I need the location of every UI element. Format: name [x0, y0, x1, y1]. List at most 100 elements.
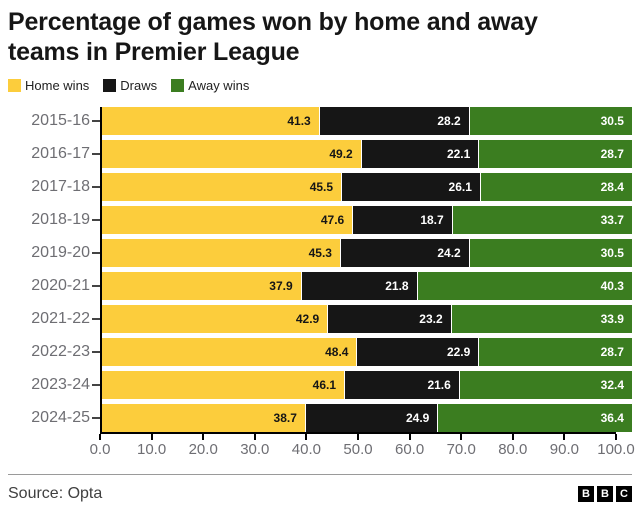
legend-label-draws: Draws	[120, 78, 158, 93]
x-axis-label: 20.0	[188, 441, 218, 458]
x-axis-label: 30.0	[240, 441, 270, 458]
legend-item-home-wins: Home wins	[8, 78, 89, 93]
x-axis-label: 40.0	[291, 441, 321, 458]
bar-segment-away-wins: 28.7	[479, 338, 632, 366]
x-axis-label: 90.0	[549, 441, 579, 458]
y-axis-label: 2019-20	[31, 244, 90, 261]
bar-segment-away-wins: 40.3	[417, 272, 632, 300]
y-axis-label: 2018-19	[31, 211, 90, 228]
x-axis-tick	[563, 434, 566, 440]
x-axis-label: 100.0	[597, 441, 635, 458]
value-label: 30.5	[600, 246, 624, 260]
y-axis-label: 2023-24	[31, 376, 90, 393]
value-label: 28.2	[437, 114, 461, 128]
chart-page: Percentage of games won by home and away…	[8, 8, 635, 458]
bar-segment-draws: 18.7	[353, 206, 453, 234]
x-axis-label: 50.0	[343, 441, 373, 458]
y-axis-label: 2022-23	[31, 343, 90, 360]
y-axis-label: 2024-25	[31, 409, 90, 426]
bar-row: 2017-18 45.5 26.1 28.4	[8, 173, 632, 201]
bbc-logo-letter: B	[597, 486, 613, 502]
x-axis-tick	[511, 434, 514, 440]
bar-segment-home-wins: 42.9	[100, 305, 329, 333]
bar-row: 2023-24 46.1 21.6 32.4	[8, 371, 632, 399]
y-axis-tick	[92, 252, 100, 254]
x-axis: 0.0 10.0 20.0 30.0 40.0 50.0 60.0 70.0 80.0 90.0 1…	[90, 432, 635, 458]
bar-segment-away-wins: 30.5	[469, 107, 632, 135]
x-axis-tick	[150, 434, 153, 440]
bar-segment-home-wins: 37.9	[100, 272, 302, 300]
y-axis-tick	[92, 384, 100, 386]
bar-row: 2024-25 38.7 24.9 36.4	[8, 404, 632, 432]
value-label: 21.6	[427, 378, 451, 392]
y-axis-tick	[92, 153, 100, 155]
legend-item-away-wins: Away wins	[171, 78, 249, 93]
x-axis-label: 70.0	[446, 441, 476, 458]
value-label: 22.9	[446, 345, 471, 359]
value-label: 28.7	[600, 147, 624, 161]
bar-segment-home-wins: 46.1	[100, 371, 346, 399]
bar-segment-draws: 21.8	[301, 272, 418, 300]
bar-segment-away-wins: 28.7	[479, 140, 632, 168]
bar-segment-home-wins: 49.2	[100, 140, 362, 168]
value-label: 23.2	[419, 312, 443, 326]
bar-segment-away-wins: 33.7	[452, 206, 632, 234]
x-axis-tick	[357, 434, 359, 440]
bbc-logo-letter: C	[616, 486, 632, 502]
bar-segment-home-wins: 45.5	[100, 173, 343, 201]
bar-segment-draws: 22.9	[357, 338, 480, 366]
bar-segment-draws: 24.2	[340, 239, 470, 267]
bbc-logo-letter: B	[578, 486, 594, 502]
stacked-bar: 42.9 23.2 33.9	[100, 305, 632, 333]
x-axis-label: 80.0	[498, 441, 528, 458]
draws-swatch	[103, 79, 117, 92]
value-label: 46.1	[312, 378, 337, 392]
bar-row: 2020-21 37.9 21.8 40.3	[8, 272, 632, 300]
bar-segment-home-wins: 45.3	[100, 239, 341, 267]
stacked-bar: 47.6 18.7 33.7	[100, 206, 632, 234]
x-axis-label: 60.0	[394, 441, 425, 458]
bar-row: 2016-17 49.2 22.1 28.7	[8, 140, 632, 168]
value-label: 48.4	[325, 345, 349, 359]
value-label: 33.9	[600, 312, 624, 326]
bar-segment-away-wins: 28.4	[480, 173, 632, 201]
bar-segment-draws: 28.2	[319, 107, 470, 135]
footer: Source: Opta B B C	[0, 475, 640, 503]
bar-row: 2019-20 45.3 24.2 30.5	[8, 239, 632, 267]
value-label: 28.7	[600, 345, 624, 359]
bar-row: 2022-23 48.4 22.9 28.7	[8, 338, 632, 366]
y-axis-tick	[92, 318, 100, 320]
value-label: 21.8	[385, 279, 409, 293]
value-label: 33.7	[600, 213, 624, 227]
y-axis-tick	[92, 351, 100, 353]
stacked-bar: 46.1 21.6 32.4	[100, 371, 632, 399]
bar-segment-away-wins: 32.4	[459, 371, 632, 399]
y-axis-label: 2021-22	[31, 310, 90, 327]
bar-segment-home-wins: 47.6	[100, 206, 354, 234]
y-axis-line	[100, 107, 102, 432]
y-axis-label: 2016-17	[31, 145, 90, 162]
bar-segment-draws: 21.6	[345, 371, 460, 399]
value-label: 45.5	[309, 180, 334, 194]
value-label: 28.4	[600, 180, 624, 194]
plot-area: 2015-16 41.3 28.2 30.5 2016-17 49.2 22.1 28.7 20…	[8, 107, 635, 458]
value-label: 26.1	[448, 180, 472, 194]
value-label: 49.2	[329, 147, 353, 161]
stacked-bar: 37.9 21.8 40.3	[100, 272, 632, 300]
footer-divider	[8, 474, 632, 475]
value-label: 42.9	[295, 312, 320, 326]
y-axis-tick	[92, 219, 100, 221]
x-axis-tick	[99, 434, 101, 440]
away-wins-swatch	[171, 79, 185, 92]
y-axis-label: 2017-18	[31, 178, 90, 195]
bar-row: 2021-22 42.9 23.2 33.9	[8, 305, 632, 333]
bbc-logo: B B C	[578, 486, 632, 502]
value-label: 30.5	[600, 114, 624, 128]
y-axis-label: 2020-21	[31, 277, 90, 294]
value-label: 40.3	[600, 279, 624, 293]
x-axis-label: 10.0	[136, 441, 167, 458]
value-label: 45.3	[308, 246, 332, 260]
x-axis-tick	[460, 434, 463, 440]
bar-segment-draws: 22.1	[361, 140, 480, 168]
y-axis-tick	[92, 417, 100, 419]
